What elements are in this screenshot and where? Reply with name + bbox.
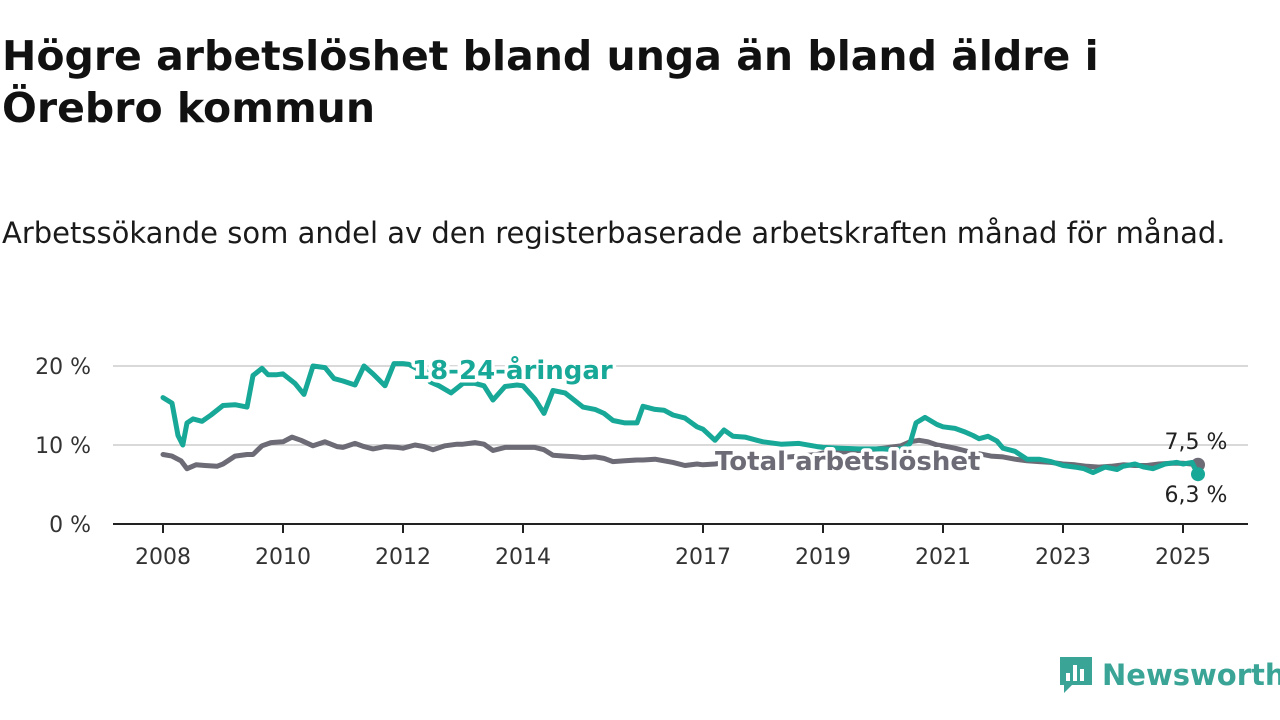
line-chart: 0 % 10 % 20 % 2008 2010 2012 2014 2017 2019 2021 2… (35, 351, 1248, 570)
x-tick-label: 2012 (375, 545, 431, 570)
series-label-youth: 18-24-åringar (412, 354, 613, 386)
series-line-total (160, 434, 1201, 472)
series-label-total: Total arbetslöshet (715, 447, 980, 477)
x-tick-label: 2019 (795, 545, 851, 570)
chart-subtitle: Arbetssökande som andel av den registerb… (2, 216, 1226, 250)
x-tick-label: 2010 (255, 545, 311, 570)
x-tick-label: 2017 (675, 545, 731, 570)
x-tick-label: 2014 (495, 545, 551, 570)
newsworthy-brand: Newsworthy (1058, 654, 1280, 696)
newsworthy-logo-icon (1060, 657, 1092, 693)
y-tick-label: 10 % (35, 434, 91, 459)
y-tick-label: 20 % (35, 355, 91, 380)
brand-name: Newsworthy (1102, 658, 1280, 692)
x-tick-label: 2021 (915, 545, 971, 570)
end-value-total: 7,5 % (1165, 430, 1228, 455)
end-value-youth: 6,3 % (1165, 483, 1228, 508)
gridlines (113, 365, 1248, 446)
axes: 0 % 10 % 20 % 2008 2010 2012 2014 2017 2019 2021 2… (35, 355, 1248, 570)
y-tick-label: 0 % (49, 513, 91, 538)
x-tick-label: 2008 (135, 545, 191, 570)
series (160, 361, 1205, 482)
chart-title: Högre arbetslöshet bland unga än bland ä… (2, 32, 1099, 132)
labels: 18-24-åringar Total arbetslöshet 7,5 % 6,3 … (409, 351, 1228, 509)
x-tick-label: 2023 (1035, 545, 1091, 570)
series-line-youth (160, 361, 1201, 477)
end-point-youth (1191, 467, 1205, 482)
x-tick-label: 2025 (1155, 545, 1211, 570)
